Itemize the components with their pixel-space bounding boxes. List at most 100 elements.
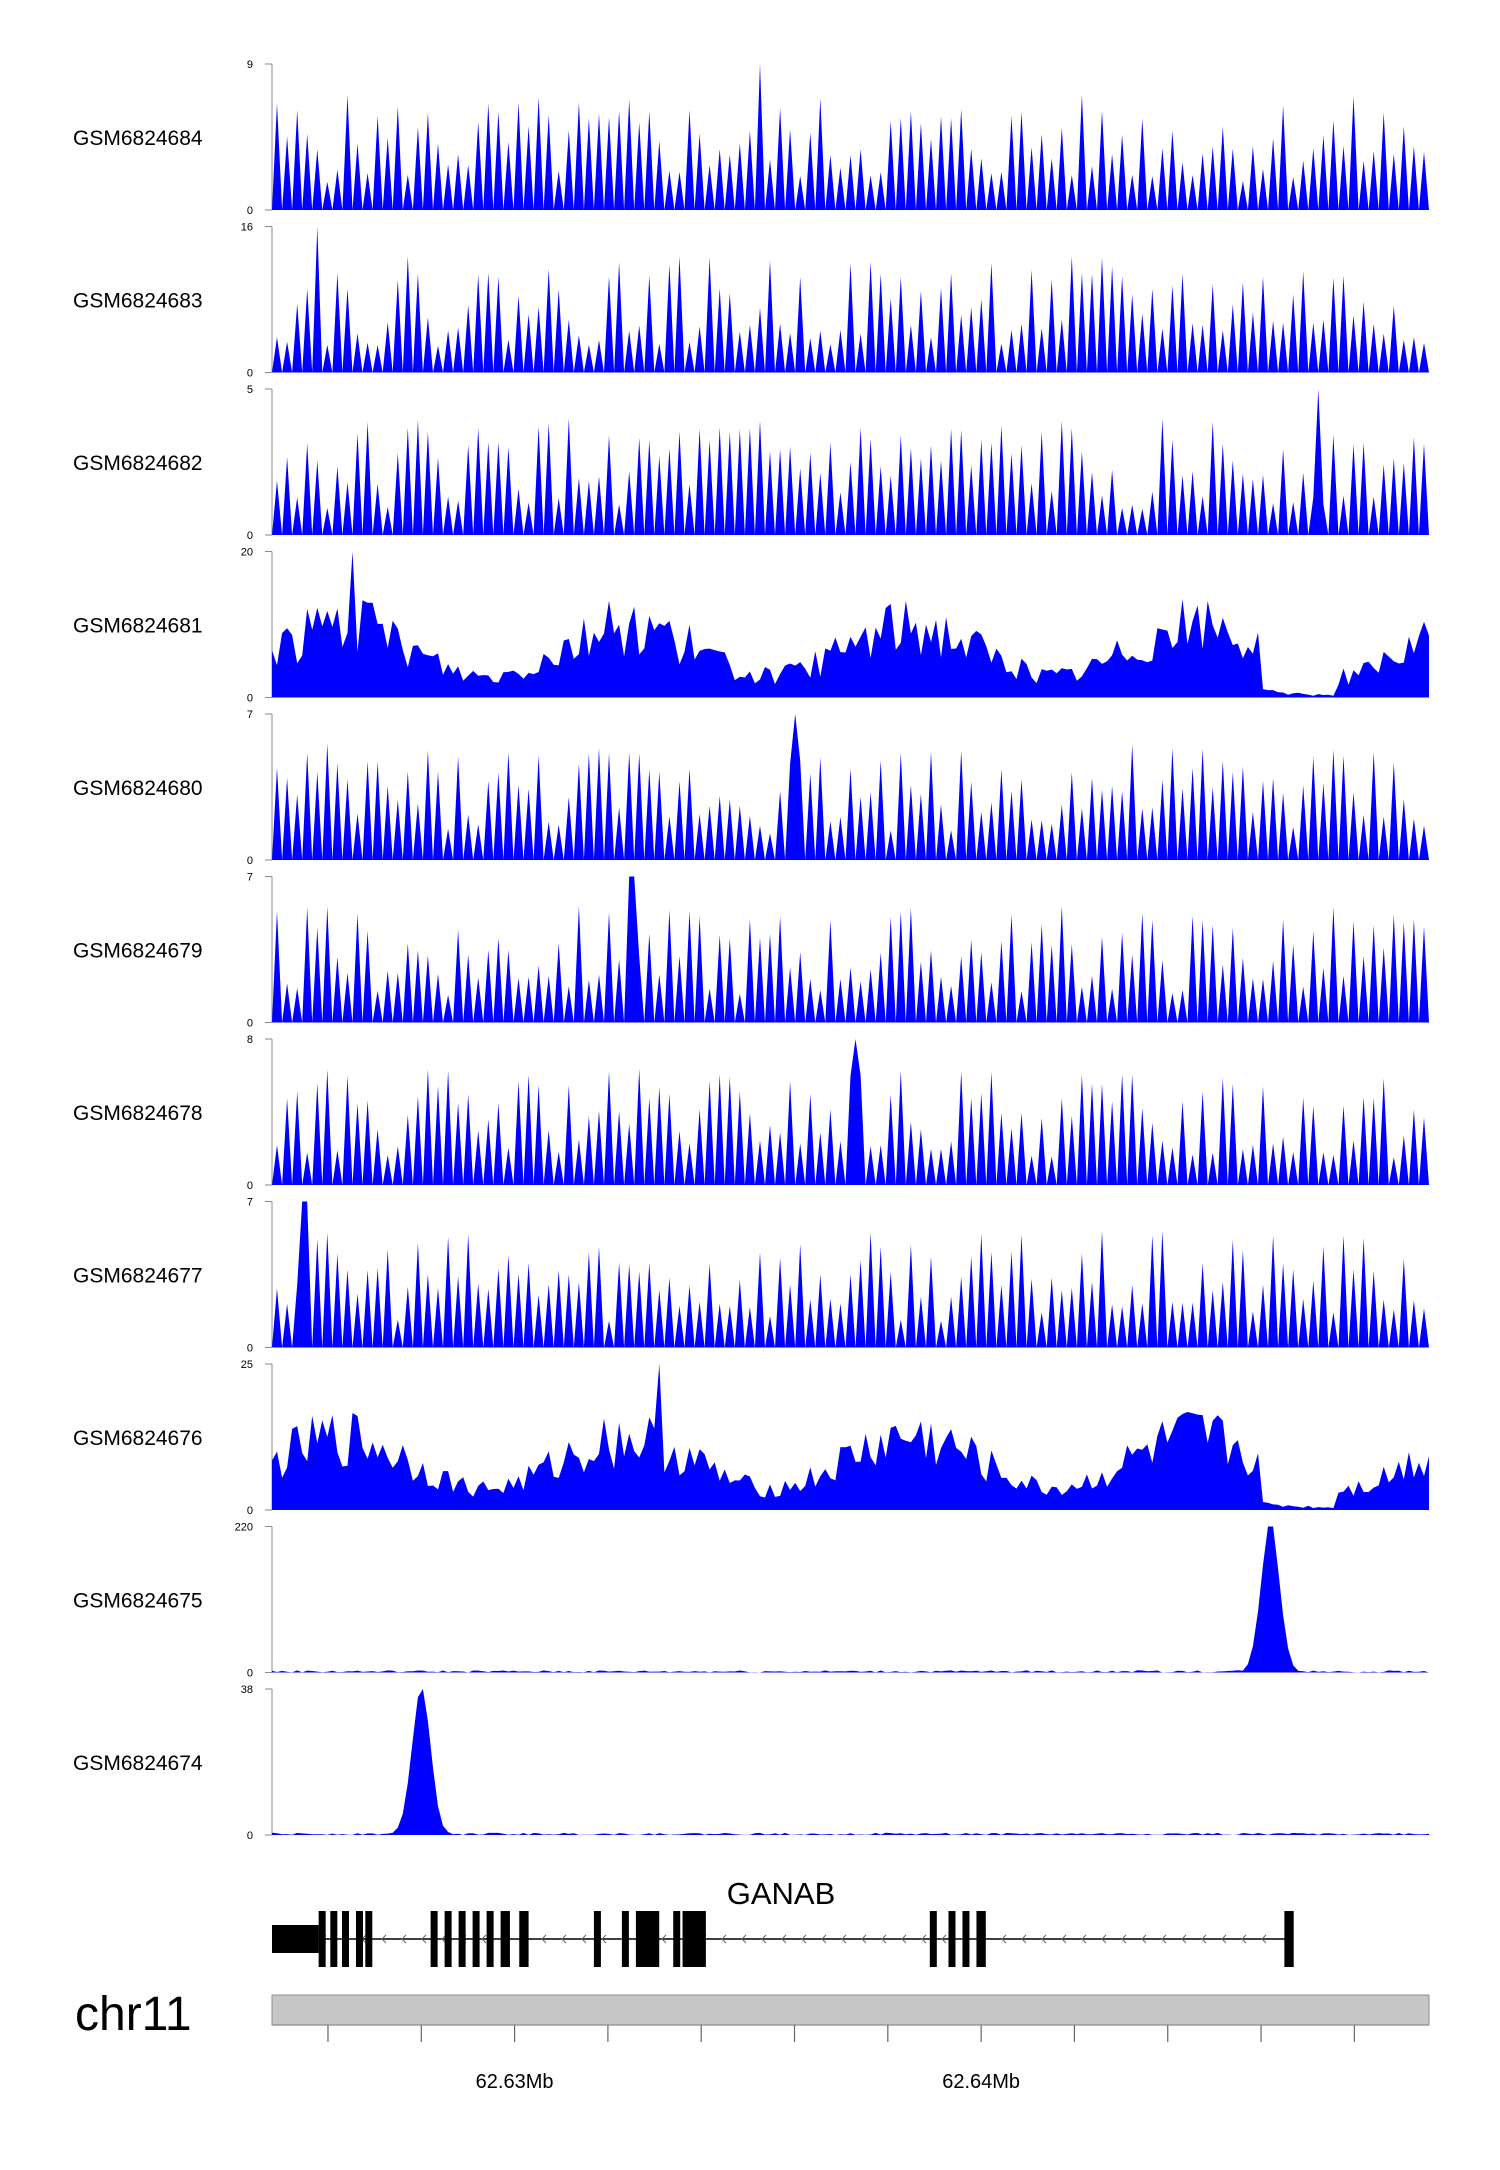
y-tick-label-min: 0 [247, 368, 253, 380]
gene-exon [330, 1911, 338, 1967]
y-tick-label-max: 20 [241, 547, 253, 559]
gene-exon [318, 1911, 326, 1967]
y-tick-label-max: 5 [247, 384, 253, 396]
track-label: GSM6824683 [73, 290, 203, 313]
strand-arrow-icon [661, 1934, 667, 1944]
y-tick-label-min: 0 [247, 1018, 253, 1030]
strand-arrow-icon [561, 1934, 567, 1944]
track-GSM6824681: GSM6824681 20 0 [73, 547, 1429, 705]
y-tick-label-min: 0 [247, 530, 253, 542]
coverage-area-GSM6824674 [272, 1689, 1429, 1835]
y-tick-label-max: 8 [247, 1034, 253, 1046]
axis-ticks: 62.63Mb 62.64Mb [327, 2025, 1355, 2093]
y-tick-label-min: 0 [247, 1505, 253, 1517]
track-GSM6824679: GSM6824679 7 0 [73, 872, 1429, 1030]
strand-arrow-icon [1061, 1934, 1067, 1944]
coverage-area-GSM6824683 [272, 226, 1429, 373]
track-GSM6824674: GSM6824674 38 0 [73, 1684, 1429, 1842]
track-GSM6824676: GSM6824676 25 0 [73, 1359, 1429, 1517]
x-tick-label: 62.63Mb [476, 2071, 554, 2093]
coverage-area-GSM6824679 [272, 876, 1429, 1023]
track-GSM6824675: GSM6824675 220 0 [73, 1522, 1429, 1680]
track-label: GSM6824674 [73, 1752, 203, 1775]
strand-arrow-icon [1021, 1934, 1027, 1944]
strand-arrow-icon [741, 1934, 747, 1944]
gene-exon [682, 1911, 706, 1967]
track-GSM6824678: GSM6824678 8 0 [73, 1034, 1429, 1192]
coverage-tracks: GSM682468490GSM6824683160GSM682468250GSM… [73, 59, 1429, 1842]
track-GSM6824680: GSM6824680 7 0 [73, 709, 1429, 867]
strand-arrow-icon [1201, 1934, 1207, 1944]
strand-arrow-icon [1101, 1934, 1107, 1944]
strand-arrow-icon [1181, 1934, 1187, 1944]
track-label: GSM6824678 [73, 1102, 203, 1125]
y-tick-label-max: 38 [241, 1684, 253, 1696]
coverage-area-GSM6824677 [272, 1201, 1429, 1348]
strand-arrow-icon [421, 1934, 427, 1944]
strand-arrow-icon [1081, 1934, 1087, 1944]
y-tick-label-min: 0 [247, 205, 253, 217]
coverage-area-GSM6824684 [272, 64, 1429, 210]
coverage-area-GSM6824682 [272, 389, 1429, 535]
gene-exon [519, 1911, 529, 1967]
gene-exon [976, 1911, 986, 1967]
gene-exon [272, 1925, 319, 1953]
strand-arrow-icon [941, 1934, 947, 1944]
strand-arrow-icon [781, 1934, 787, 1944]
strand-arrow-icon [721, 1934, 727, 1944]
strand-arrow-icon [921, 1934, 927, 1944]
coverage-area-GSM6824678 [272, 1039, 1429, 1185]
track-label: GSM6824676 [73, 1427, 203, 1450]
track-label: GSM6824681 [73, 615, 203, 638]
strand-arrow-icon [601, 1934, 607, 1944]
gene-exon [458, 1911, 466, 1967]
strand-arrow-icon [861, 1934, 867, 1944]
gene-exon [472, 1911, 480, 1967]
gene-exon [355, 1911, 363, 1967]
y-tick-label-max: 25 [241, 1359, 253, 1371]
y-tick-label-min: 0 [247, 1668, 253, 1680]
strand-arrow-icon [1221, 1934, 1227, 1944]
gene-exon [1284, 1911, 1294, 1967]
strand-arrow-icon [821, 1934, 827, 1944]
strand-arrow-icon [1141, 1934, 1147, 1944]
y-tick-label-max: 7 [247, 1197, 253, 1209]
strand-arrow-icon [761, 1934, 767, 1944]
strand-arrow-icon [1241, 1934, 1247, 1944]
gene-model-GANAB [272, 1911, 1294, 1967]
gene-name-label: GANAB [727, 1876, 836, 1911]
coverage-area-GSM6824675 [272, 1526, 1429, 1673]
strand-arrow-icon [1121, 1934, 1127, 1944]
strand-arrow-icon [1001, 1934, 1007, 1944]
track-GSM6824683: GSM6824683 16 0 [73, 222, 1429, 380]
gene-exon [486, 1911, 494, 1967]
strand-arrow-icon [1261, 1934, 1267, 1944]
y-tick-label-min: 0 [247, 1830, 253, 1842]
strand-arrow-icon [401, 1934, 407, 1944]
strand-arrow-icon [881, 1934, 887, 1944]
track-label: GSM6824679 [73, 940, 203, 963]
strand-arrow-icon [1161, 1934, 1167, 1944]
track-label: GSM6824680 [73, 777, 203, 800]
strand-arrow-icon [1041, 1934, 1047, 1944]
gene-exon [962, 1911, 970, 1967]
y-tick-label-min: 0 [247, 1343, 253, 1355]
y-tick-label-min: 0 [247, 693, 253, 705]
track-label: GSM6824684 [73, 127, 203, 150]
chromosome-ideogram-bar [271, 1994, 1430, 2026]
y-tick-label-min: 0 [247, 855, 253, 867]
track-label: GSM6824675 [73, 1590, 203, 1613]
y-tick-label-max: 220 [235, 1522, 253, 1534]
strand-arrow-icon [901, 1934, 907, 1944]
gene-exon [621, 1911, 629, 1967]
gene-exon [500, 1911, 510, 1967]
coverage-area-GSM6824681 [272, 551, 1429, 698]
y-tick-label-max: 9 [247, 59, 253, 71]
track-GSM6824684: GSM6824684 9 0 [73, 59, 1429, 217]
strand-arrow-icon [581, 1934, 587, 1944]
genome-axis: chr11 62.63Mb 62.64Mb [75, 1988, 1430, 2093]
gene-exon [593, 1911, 601, 1967]
strand-arrow-icon [841, 1934, 847, 1944]
y-tick-label-max: 7 [247, 709, 253, 721]
